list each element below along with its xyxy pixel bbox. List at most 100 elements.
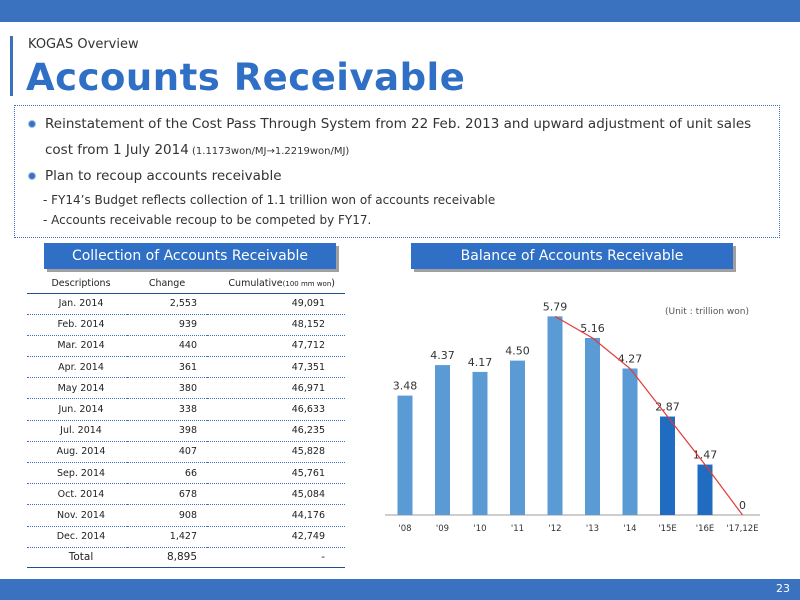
page-number: 23 [776,582,790,595]
category-tick-label: '14 [623,524,636,534]
category-tick-label: '16E [696,524,715,534]
row-cumulative: 46,633 [207,398,345,421]
col-header-descriptions: Descriptions [27,275,127,294]
table-row: Feb. 2014 939 48,152 [27,314,345,336]
value-label: 5.79 [543,300,568,313]
table-row: Dec. 2014 1,427 42,749 [27,526,345,548]
row-cumulative: 47,351 [207,356,345,379]
sub-bullet-2: - Accounts receivable recoup to be compe… [43,213,372,227]
bar-14 [622,368,638,515]
table-row: Jun. 2014 338 46,633 [27,398,345,421]
row-desc: Apr. 2014 [27,356,127,379]
row-change: 440 [127,335,207,358]
table-row: Jan. 2014 2,553 49,091 [27,293,345,315]
row-cumulative: 45,761 [207,462,345,485]
value-label: 4.50 [505,345,530,358]
category-tick-label: '13 [586,524,599,534]
table-row: Mar. 2014 440 47,712 [27,335,345,358]
row-cumulative: 46,971 [207,377,345,400]
row-cumulative: 44,176 [207,504,345,527]
row-desc: Jan. 2014 [27,293,127,315]
row-change: 398 [127,420,207,442]
row-change: 380 [127,377,207,400]
row-change: 338 [127,398,207,421]
page-title: Accounts Receivable [26,56,466,99]
bar-16E [697,464,713,515]
row-change: 1,427 [127,526,207,548]
value-label: 4.27 [618,353,643,366]
table-row: May 2014 380 46,971 [27,377,345,400]
bullet-dot-2 [28,172,36,180]
row-change: 361 [127,356,207,379]
top-bar [0,0,800,22]
table-row: Sep. 2014 66 45,761 [27,462,345,485]
row-cumulative: 46,235 [207,420,345,442]
col-header-change: Change [127,275,207,294]
table-row: Apr. 2014 361 47,351 [27,356,345,379]
bar-13 [585,337,600,515]
row-cumulative: 42,749 [207,526,345,548]
bar-10 [472,371,488,515]
category-tick-label: '11 [511,524,524,534]
table-row: Jul. 2014 398 46,235 [27,420,345,442]
category-tick-label: '08 [398,524,411,534]
table-row: Nov. 2014 908 44,176 [27,504,345,527]
value-label: 5.16 [580,322,605,335]
row-desc: Mar. 2014 [27,335,127,358]
row-desc: May 2014 [27,377,127,400]
trend-line [554,315,743,516]
value-label: 2.87 [655,401,680,414]
collection-table: Descriptions Change Cumulative(100 mm wo… [27,275,345,568]
row-change: 407 [127,441,207,464]
bullets-box [14,105,780,238]
row-change: 2,553 [127,293,207,315]
row-change: 908 [127,504,207,527]
row-cumulative: 47,712 [207,335,345,358]
table-header-row: Descriptions Change Cumulative(100 mm wo… [27,275,345,294]
row-change: 678 [127,483,207,506]
category-tick-label: '12 [548,524,561,534]
row-change: 939 [127,314,207,336]
category-tick-label: '15E [658,524,677,534]
col-header-cumulative-label: Cumulative [228,278,283,290]
bar-15E [660,416,675,515]
table-total-row: Total 8,895- [27,547,345,568]
total-desc: Total [27,547,127,568]
row-cumulative: 45,828 [207,441,345,464]
bullet-dot-1 [28,120,36,128]
row-desc: Nov. 2014 [27,504,127,527]
col-header-cumulative-close: ) [331,278,335,290]
row-desc: Sep. 2014 [27,462,127,485]
bullet-1-line-1: Reinstatement of the Cost Pass Through S… [45,116,752,132]
bullet-2: Plan to recoup accounts receivable [45,168,282,184]
category-tick-label: '09 [436,524,449,534]
row-desc: Jul. 2014 [27,420,127,442]
row-desc: Jun. 2014 [27,398,127,421]
row-desc: Aug. 2014 [27,441,127,464]
unit-label: (Unit : trillion won) [665,307,749,317]
col-header-cumulative: Cumulative(100 mm won) [207,275,345,294]
category-tick-label: '10 [473,524,486,534]
bullet-1-line-2-main: cost from 1 July 2014 [45,142,189,158]
value-label: 4.37 [430,349,455,362]
row-cumulative: 49,091 [207,293,345,315]
bar-08 [397,395,413,515]
value-label: 4.17 [468,356,493,369]
bullet-1-line-2: cost from 1 July 2014 (1.1173won/MJ→1.22… [45,142,349,158]
bottom-bar [0,579,800,600]
table-row: Oct. 2014 678 45,084 [27,483,345,506]
balance-bar-chart: 3.48 '08 4.37 '09 4.17 '10 4.50 '11 5.79 '12 5.16 '… [385,300,760,534]
total-cumulative: - [207,547,345,568]
row-desc: Dec. 2014 [27,526,127,548]
total-change: 8,895 [127,547,207,568]
bullet-1-line-2-note: (1.1173won/MJ→1.2219won/MJ) [188,146,350,157]
row-change: 66 [127,462,207,485]
sub-bullet-1: - FY14’s Budget reflects collection of 1… [43,193,496,207]
row-cumulative: 48,152 [207,314,345,336]
bar-09 [435,365,450,515]
value-label: 3.48 [393,380,418,393]
row-desc: Oct. 2014 [27,483,127,506]
title-accent-bar [10,36,13,96]
table-row: Aug. 2014 407 45,828 [27,441,345,464]
row-desc: Feb. 2014 [27,314,127,336]
